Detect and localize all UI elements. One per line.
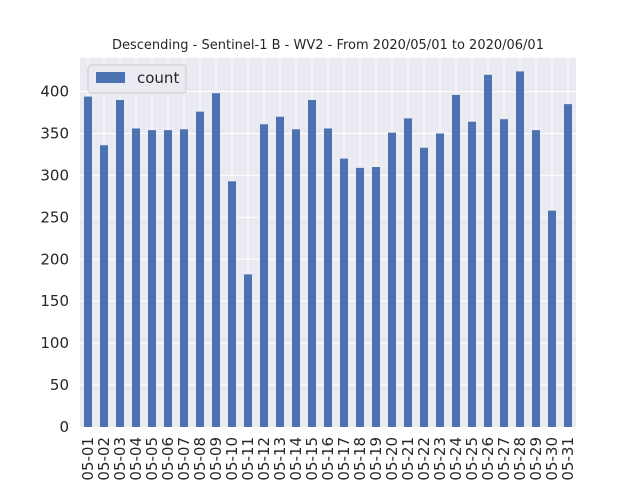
x-tick-label: 05-13 (271, 437, 289, 480)
bar-05-02 (100, 145, 108, 427)
bar-05-11 (244, 274, 252, 427)
y-tick-label: 100 (40, 334, 69, 352)
x-tick-label: 05-22 (415, 437, 433, 480)
x-tick-label: 05-05 (143, 437, 161, 480)
bar-05-15 (308, 99, 316, 427)
bar-05-06 (164, 130, 172, 427)
y-tick-label: 150 (40, 292, 69, 310)
bar-05-22 (420, 147, 428, 428)
x-tick-label: 05-19 (367, 437, 385, 480)
x-tick-label: 05-04 (127, 437, 145, 480)
x-tick-label: 05-25 (463, 437, 481, 480)
bar-05-04 (132, 128, 140, 428)
bar-05-30 (548, 210, 556, 427)
y-axis: 0 50 100 150 200 250 300 350 400 (40, 83, 69, 436)
legend: count (87, 64, 187, 94)
bar-05-24 (452, 94, 460, 428)
bar-05-19 (372, 167, 380, 428)
bar-05-01 (84, 96, 92, 427)
y-tick-label: 50 (50, 376, 69, 394)
x-tick-label: 05-16 (319, 437, 337, 480)
bar-05-29 (532, 130, 540, 427)
x-tick-label: 05-18 (351, 437, 369, 480)
bars (84, 71, 572, 428)
x-tick-label: 05-17 (335, 437, 353, 480)
x-tick-label: 05-12 (255, 437, 273, 480)
bar-05-26 (484, 74, 492, 427)
x-tick-label: 05-30 (543, 437, 561, 480)
x-axis: 05-0105-0205-0305-0405-0505-0605-0705-08… (79, 437, 577, 480)
x-tick-label: 05-07 (175, 437, 193, 480)
bar-05-12 (260, 124, 268, 428)
x-tick-label: 05-14 (287, 437, 305, 480)
y-tick-label: 300 (40, 166, 69, 184)
bar-05-08 (196, 111, 204, 427)
x-tick-label: 05-10 (223, 437, 241, 480)
x-tick-label: 05-21 (399, 437, 417, 480)
bar-05-13 (276, 116, 284, 428)
legend-swatch (96, 72, 125, 83)
x-tick-label: 05-06 (159, 437, 177, 480)
bar-05-14 (292, 129, 300, 427)
x-tick-label: 05-15 (303, 437, 321, 480)
bar-05-17 (340, 158, 348, 428)
bar-05-31 (564, 104, 572, 427)
x-tick-label: 05-03 (111, 437, 129, 480)
legend-label: count (137, 69, 179, 87)
y-tick-label: 0 (59, 418, 69, 436)
x-tick-label: 05-24 (447, 437, 465, 480)
bar-05-20 (388, 132, 396, 427)
bar-05-25 (468, 121, 476, 428)
bar-05-03 (116, 99, 124, 427)
x-tick-label: 05-11 (239, 437, 257, 480)
x-tick-label: 05-27 (495, 437, 513, 480)
bar-05-10 (228, 181, 236, 427)
bar-05-09 (212, 93, 220, 428)
bar-05-28 (516, 71, 524, 427)
x-tick-label: 05-01 (79, 437, 97, 480)
x-tick-label: 05-29 (527, 437, 545, 480)
bar-05-07 (180, 129, 188, 427)
y-tick-label: 400 (40, 83, 69, 101)
x-tick-label: 05-31 (559, 437, 577, 480)
y-tick-label: 200 (40, 250, 69, 268)
chart-title: Descending - Sentinel-1 B - WV2 - From 2… (112, 38, 544, 53)
bar-05-05 (148, 130, 156, 427)
bar-05-21 (404, 118, 412, 427)
x-tick-label: 05-02 (95, 437, 113, 480)
bar-05-18 (356, 167, 364, 427)
bar-05-16 (324, 128, 332, 428)
x-tick-label: 05-28 (511, 437, 529, 480)
y-tick-label: 250 (40, 208, 69, 226)
x-tick-label: 05-20 (383, 437, 401, 480)
bar-05-27 (500, 119, 508, 427)
x-tick-label: 05-09 (207, 437, 225, 480)
bar-05-23 (436, 133, 444, 427)
x-tick-label: 05-26 (479, 437, 497, 480)
x-tick-label: 05-23 (431, 437, 449, 480)
x-tick-label: 05-08 (191, 437, 209, 480)
y-tick-label: 350 (40, 124, 69, 142)
